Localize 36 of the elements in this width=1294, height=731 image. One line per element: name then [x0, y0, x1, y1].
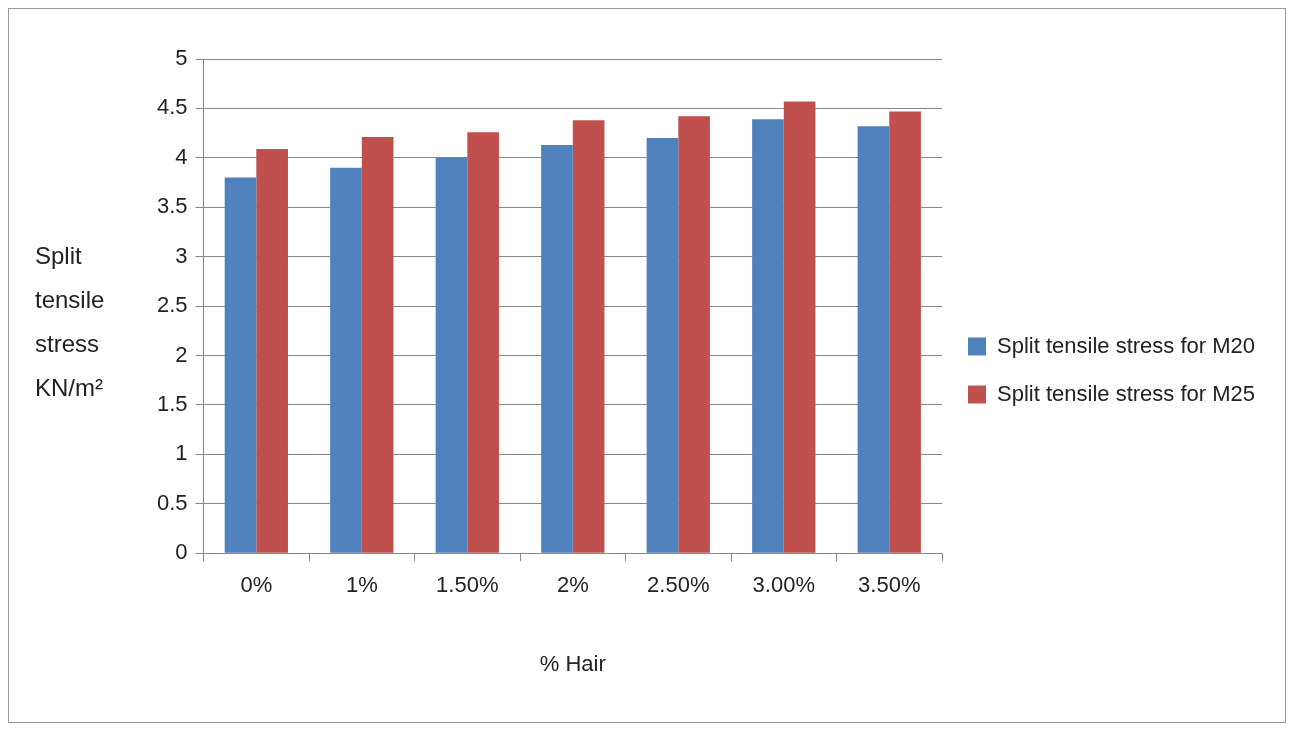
bar [541, 144, 573, 553]
bar [224, 177, 257, 553]
bar [330, 167, 362, 553]
bar [467, 132, 499, 553]
y-tick-label: 1 [175, 440, 188, 466]
legend-label: Split tensile stress for M25 [997, 380, 1255, 406]
x-tick-label: 1.50% [436, 572, 499, 598]
y-tick-label: 5 [175, 45, 188, 71]
legend-label: Split tensile stress for M20 [997, 332, 1255, 358]
bar [646, 138, 679, 553]
y-tick-label: 4.5 [156, 94, 188, 120]
bar [889, 111, 921, 553]
y-tick-label: 0.5 [156, 489, 188, 515]
bar [435, 157, 468, 553]
x-axis-title: % Hair [539, 650, 606, 676]
bar [361, 137, 394, 553]
y-tick-label: 3.5 [156, 193, 188, 219]
x-tick-label: 2% [556, 572, 589, 598]
y-tick-label: 0 [175, 539, 188, 565]
x-tick-label: 0% [240, 572, 273, 598]
bar [783, 101, 816, 553]
bar [752, 119, 784, 553]
y-tick-label: 4 [175, 143, 188, 169]
y-tick-label: 2.5 [156, 292, 188, 318]
x-tick-label: 3.00% [752, 572, 815, 598]
bar [572, 120, 605, 553]
bar [678, 116, 710, 553]
y-tick-label: 2 [175, 341, 188, 367]
y-tick-label: 1.5 [156, 391, 188, 416]
y-axis-title: Split tensile stress KN/m² [35, 241, 106, 403]
bar [256, 148, 288, 553]
bar [857, 126, 890, 553]
y-tick-label: 3 [175, 242, 188, 268]
x-tick-label: 3.50% [858, 572, 921, 598]
x-tick-label: 2.50% [647, 572, 710, 598]
x-tick-label: 1% [345, 572, 378, 598]
